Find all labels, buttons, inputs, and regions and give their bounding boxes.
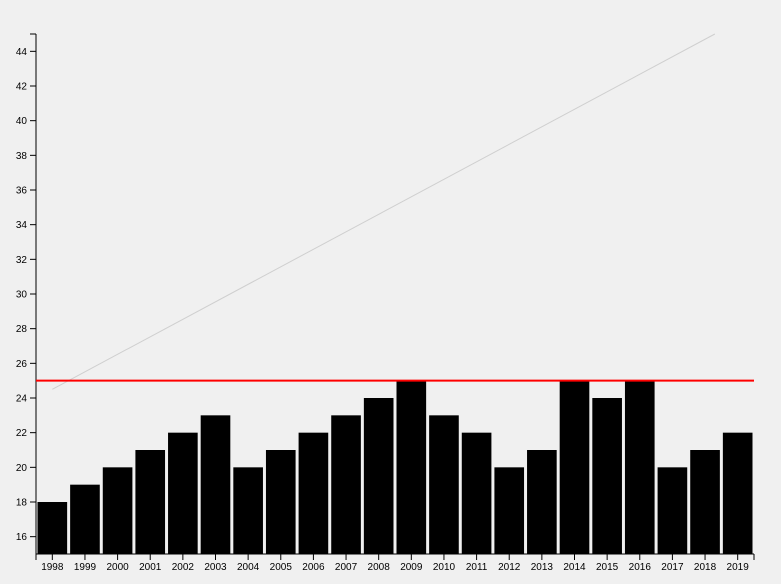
bar-2015 (592, 398, 622, 554)
bar-2017 (657, 467, 688, 554)
x-tick-label-2014: 2014 (563, 562, 586, 573)
bar-2010 (429, 415, 459, 554)
y-tick-label-16: 16 (16, 532, 28, 543)
y-tick-label-42: 42 (16, 82, 28, 93)
x-tick-label-2007: 2007 (335, 562, 358, 573)
bar-2011 (461, 432, 492, 554)
x-tick-label-2005: 2005 (270, 562, 293, 573)
x-tick-label-2008: 2008 (368, 562, 391, 573)
y-tick-label-38: 38 (16, 151, 28, 162)
y-tick-label-34: 34 (16, 220, 28, 231)
bar-2013 (527, 450, 557, 554)
bar-2012 (494, 467, 525, 554)
bar-2003 (200, 415, 231, 554)
x-tick-label-2011: 2011 (466, 562, 488, 573)
bar-1998 (37, 502, 68, 554)
y-tick-label-36: 36 (16, 186, 28, 197)
y-tick-label-26: 26 (16, 359, 28, 370)
y-tick-label-18: 18 (16, 498, 28, 509)
bar-2005 (265, 450, 296, 554)
x-tick-label-2016: 2016 (629, 562, 652, 573)
x-tick-label-2001: 2001 (139, 562, 162, 573)
trend-line (52, 33, 716, 390)
y-tick-label-40: 40 (16, 116, 28, 127)
bar-1999 (70, 484, 100, 554)
x-tick-label-2009: 2009 (400, 562, 423, 573)
x-tick-label-2004: 2004 (237, 562, 260, 573)
x-tick-label-2010: 2010 (433, 562, 456, 573)
bar-2001 (135, 450, 166, 554)
y-axis: 16 18 20 22 24 26 28 30 32 34 36 38 40 42 44 (16, 33, 37, 554)
bar-2000 (102, 467, 133, 554)
y-tick-label-44: 44 (16, 47, 28, 58)
x-tick-label-2002: 2002 (172, 562, 195, 573)
y-tick-label-30: 30 (16, 290, 28, 301)
bars (37, 380, 753, 554)
bar-2007 (331, 415, 361, 554)
x-tick-label-2019: 2019 (727, 562, 750, 573)
x-tick-label-1998: 1998 (41, 562, 64, 573)
x-tick-label-2000: 2000 (106, 562, 129, 573)
x-tick-label-2006: 2006 (302, 562, 325, 573)
bar-2019 (722, 432, 753, 554)
x-tick-label-2003: 2003 (204, 562, 227, 573)
x-tick-label-2013: 2013 (531, 562, 554, 573)
y-tick-label-24: 24 (16, 394, 28, 405)
bar-2002 (168, 432, 198, 554)
bar-2009 (396, 380, 427, 554)
x-tick-label-1999: 1999 (74, 562, 97, 573)
bar-2014 (559, 380, 590, 554)
y-tick-label-22: 22 (16, 428, 28, 439)
bar-2016 (624, 380, 655, 554)
y-tick-label-20: 20 (16, 463, 28, 474)
bar-2008 (363, 398, 394, 554)
x-tick-label-2012: 2012 (498, 562, 521, 573)
x-tick-label-2018: 2018 (694, 562, 717, 573)
x-tick-label-2017: 2017 (661, 562, 684, 573)
y-tick-label-28: 28 (16, 324, 28, 335)
bar-2006 (298, 432, 329, 554)
bar-2004 (233, 467, 263, 554)
y-tick-label-32: 32 (16, 255, 28, 266)
overlay-lines (36, 33, 754, 390)
x-axis: 1998 1999 2000 2001 2002 2003 2004 2005 2006 2007… (35, 553, 755, 573)
bar-2018 (690, 450, 720, 554)
x-tick-label-2015: 2015 (596, 562, 619, 573)
